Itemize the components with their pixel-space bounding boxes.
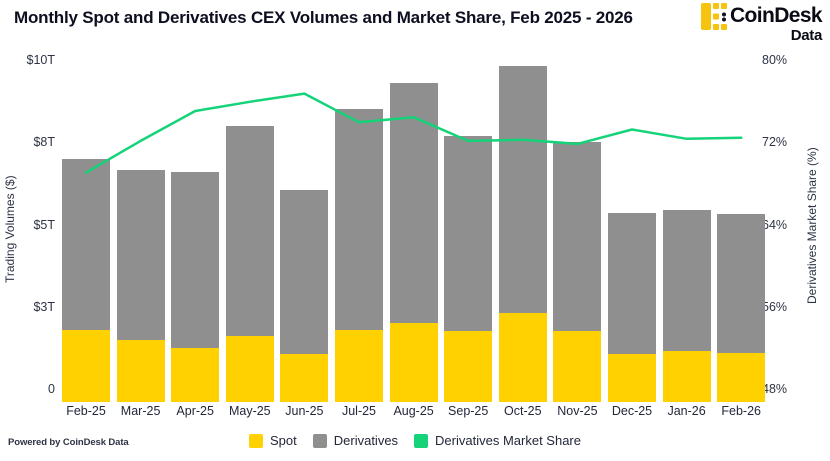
logo-suffix: Data [790,27,823,44]
axis-tick-label: 0 [48,382,55,396]
bar-segment-derivatives [553,142,602,332]
x-axis-label: Apr-25 [176,404,214,418]
axis-tick-label: 64% [762,217,788,232]
legend-item-derivatives: Derivatives [312,433,399,448]
bar-segment-spot [608,354,656,402]
bar-segment-spot [717,352,766,402]
bar-segment-spot [225,336,274,402]
x-axis-label: Jun-25 [285,404,324,418]
logo-text: CoinDesk Data [729,3,823,44]
bar-segment-derivatives [280,189,329,355]
axis-tick-label: $8T [33,135,55,150]
bar-segment-derivatives [608,212,656,355]
axis-tick-label: 48% [762,382,788,396]
x-axis-label: Aug-25 [393,404,434,418]
bar-segment-derivatives [498,66,547,314]
bar-segment-spot [444,331,493,402]
bar-segment-derivatives [717,214,766,353]
market-share-line [84,92,743,174]
bar-segment-spot [62,329,110,402]
bar-segment-derivatives [335,109,383,330]
bar-segment-spot [116,339,165,402]
bar-segment-derivatives [62,158,110,330]
bar-segment-derivatives [116,170,165,340]
axis-tick-label: $10T [26,53,56,67]
axis-tick-label: $5T [33,217,55,232]
x-axis-labels: Feb-25 Mar-25 Apr-25 May-25 Jun-25 Jul-25 Aug-… [62,403,765,419]
axis-tick-label: 72% [762,135,788,150]
x-axis-label: Feb-26 [721,404,761,418]
legend-label: Derivatives [333,433,399,448]
legend-item-derivatives-market-share: Derivatives Market Share [414,433,581,448]
x-axis-label: Nov-25 [557,404,598,418]
x-axis-label: Jul-25 [341,404,377,418]
legend-label: Spot [270,433,297,448]
x-axis-label: Mar-25 [120,404,161,418]
coindesk-logo: CoinDesk Data [700,3,823,44]
bar-segment-spot [335,329,383,402]
legend-swatch-icon [414,433,429,448]
axis-tick-label: 80% [762,53,788,67]
plot-area [62,60,766,402]
x-axis-label: Oct-25 [504,404,542,418]
bar-segment-derivatives [444,135,493,332]
bar-segment-derivatives [662,209,711,352]
bar-segment-spot [389,323,438,402]
coindesk-mark-icon [700,3,727,30]
legend: Spot Derivatives Derivatives Market Share [0,433,830,448]
x-axis-label: Feb-25 [66,404,106,418]
axis-tick-label: 56% [762,299,788,314]
bar-segment-spot [498,313,547,402]
logo-name: CoinDesk [729,4,823,27]
bar-segment-spot [662,351,711,402]
legend-swatch-icon [249,433,263,448]
bar-segment-spot [171,347,220,402]
legend-item-spot: Spot [249,433,297,448]
axis-tick-label: $3T [33,299,55,314]
right-axis-title: Derivatives Market Share (%) [805,147,819,304]
chart-title: Monthly Spot and Derivatives CEX Volumes… [14,8,633,27]
left-axis-title: Trading Volumes ($) [3,175,17,283]
x-axis-label: Jan-26 [667,404,706,418]
bar-segment-derivatives [171,171,220,348]
x-axis-label: May-25 [228,404,271,418]
bar-segment-spot [553,331,602,402]
bar-segment-spot [280,354,329,402]
legend-label: Derivatives Market Share [435,433,581,448]
legend-swatch-icon [312,433,327,448]
powered-by-note: Powered by CoinDesk Data [8,437,129,448]
x-axis-label: Dec-25 [611,404,653,418]
bar-segment-derivatives [225,125,274,337]
x-axis-label: Sep-25 [448,404,489,418]
